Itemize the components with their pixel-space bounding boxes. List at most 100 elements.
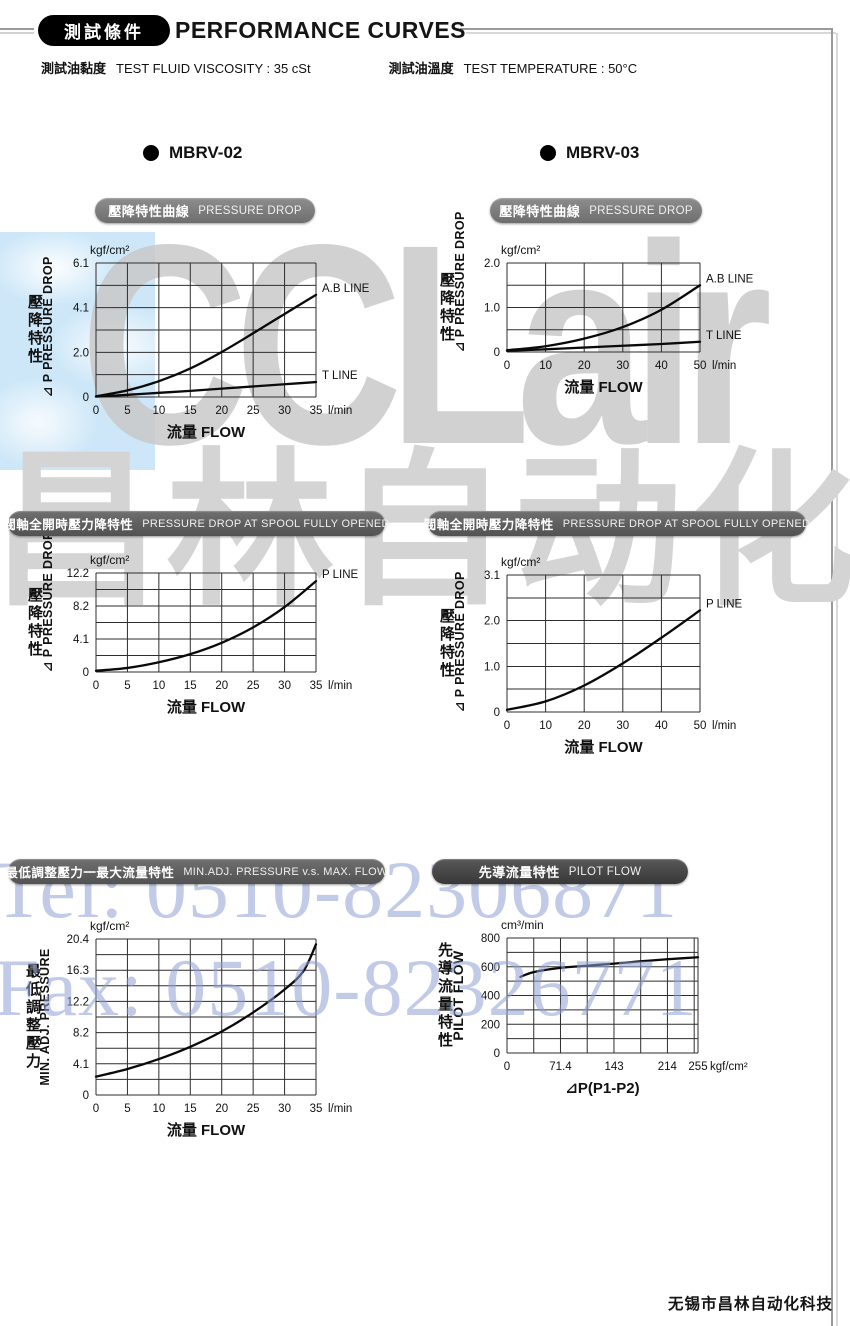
svg-text:1.0: 1.0 — [484, 303, 500, 315]
pill-title-cn: 壓降特性曲線 — [499, 204, 581, 219]
y-axis-title-en: ⊿ P PRESSURE DROP — [453, 571, 467, 712]
svg-text:8.2: 8.2 — [73, 1028, 89, 1040]
svg-text:25: 25 — [247, 1103, 260, 1115]
frame-line — [466, 32, 836, 34]
svg-text:30: 30 — [616, 720, 629, 732]
page-title: PERFORMANCE CURVES — [175, 17, 466, 43]
test-conditions-badge: 測試條件 — [38, 15, 170, 46]
svg-text:流量 FLOW: 流量 FLOW — [564, 378, 643, 396]
svg-text:10: 10 — [152, 405, 165, 417]
svg-text:2.0: 2.0 — [484, 258, 500, 270]
svg-text:0: 0 — [93, 680, 99, 692]
section-pill-min-adj-pressure: 最低調整壓力一最大流量特性 MIN.ADJ. PRESSURE v.s. MAX… — [5, 859, 387, 884]
temperature-label-cn: 測試油溫度 — [388, 61, 454, 76]
svg-text:0: 0 — [494, 1048, 500, 1060]
svg-text:400: 400 — [481, 991, 500, 1003]
bullet-icon — [540, 145, 556, 161]
section-pill-pilot-flow: 先導流量特性 PILOT FLOW — [432, 859, 688, 884]
svg-text:kgf/cm²: kgf/cm² — [90, 243, 129, 257]
svg-text:P LINE: P LINE — [706, 598, 743, 610]
svg-text:2.0: 2.0 — [73, 347, 89, 359]
model-label-mbrv02: MBRV-02 — [143, 143, 242, 163]
svg-text:71.4: 71.4 — [549, 1061, 572, 1073]
y-axis-title-cn: 先導流量特性 — [436, 941, 453, 1050]
svg-text:6.1: 6.1 — [73, 258, 89, 270]
svg-text:T LINE: T LINE — [706, 330, 742, 342]
y-axis-title-cn: 壓降特性 — [438, 271, 455, 344]
frame-line — [0, 28, 34, 30]
svg-text:15: 15 — [184, 680, 197, 692]
watermark-blue-block — [0, 232, 155, 470]
svg-text:0: 0 — [93, 1103, 99, 1115]
y-axis-title-cn: 最低調整壓力 — [24, 963, 41, 1071]
svg-text:3.1: 3.1 — [484, 570, 500, 582]
svg-text:A.B LINE: A.B LINE — [322, 283, 370, 295]
svg-text:0: 0 — [494, 707, 500, 719]
viscosity-label-en: TEST FLUID VISCOSITY : 35 cSt — [116, 61, 311, 76]
chart-min-adj-pressure: 0 4.1 8.2 12.2 16.3 20.4 0 5 10 15 20 25 30 35 l/min kg… — [50, 913, 380, 1150]
svg-text:50: 50 — [694, 360, 707, 372]
svg-text:l/min: l/min — [712, 360, 736, 372]
pill-title-en: PILOT FLOW — [568, 865, 642, 878]
svg-text:5: 5 — [124, 1103, 130, 1115]
svg-text:16.3: 16.3 — [67, 965, 89, 977]
svg-text:0: 0 — [93, 405, 99, 417]
svg-text:214: 214 — [658, 1061, 678, 1073]
svg-text:0: 0 — [504, 1061, 510, 1073]
section-pill-pressure-drop-03: 壓降特性曲線 PRESSURE DROP — [490, 198, 702, 223]
y-axis-title-en: ⊿ P PRESSURE DROP — [41, 531, 55, 672]
pill-title-cn: 壓降特性曲線 — [108, 204, 190, 219]
svg-text:l/min: l/min — [712, 720, 736, 732]
temperature-label-en: TEST TEMPERATURE : 50°C — [463, 61, 638, 76]
frame-line — [836, 33, 838, 1326]
y-axis-title-en: ⊿ P PRESSURE DROP — [41, 256, 55, 397]
svg-text:35: 35 — [310, 1103, 323, 1115]
svg-text:20.4: 20.4 — [67, 934, 90, 946]
y-axis-title-en: PILOT FLOW — [450, 950, 466, 1041]
svg-text:25: 25 — [247, 680, 260, 692]
svg-text:800: 800 — [481, 933, 500, 945]
model-name: MBRV-02 — [169, 143, 243, 162]
viscosity-condition: 測試油黏度 TEST FLUID VISCOSITY : 35 cSt — [41, 58, 311, 77]
svg-text:12.2: 12.2 — [67, 996, 89, 1008]
svg-text:4.1: 4.1 — [73, 634, 89, 646]
svg-text:cm³/min: cm³/min — [501, 918, 544, 932]
pill-title-cn: 閥軸全開時壓力降特性 — [3, 518, 134, 532]
svg-text:A.B LINE: A.B LINE — [706, 273, 754, 285]
pill-title-en: PRESSURE DROP AT SPOOL FULLY OPENED — [142, 517, 390, 530]
svg-text:600: 600 — [481, 962, 500, 974]
svg-text:255: 255 — [688, 1061, 707, 1073]
svg-text:kgf/cm²: kgf/cm² — [90, 553, 129, 567]
svg-text:流量 FLOW: 流量 FLOW — [167, 1121, 246, 1139]
svg-text:35: 35 — [310, 405, 323, 417]
svg-text:30: 30 — [278, 680, 291, 692]
y-axis-title-cn: 壓降特性 — [438, 607, 455, 680]
model-label-mbrv03: MBRV-03 — [540, 143, 639, 163]
svg-text:P LINE: P LINE — [322, 569, 359, 581]
section-pill-spool-open-03: 閥軸全開時壓力降特性 PRESSURE DROP AT SPOOL FULLY … — [424, 511, 810, 536]
svg-text:0: 0 — [83, 1090, 89, 1102]
bullet-icon — [143, 145, 159, 161]
svg-text:20: 20 — [578, 360, 591, 372]
svg-text:kgf/cm²: kgf/cm² — [710, 1061, 748, 1073]
svg-text:kgf/cm²: kgf/cm² — [501, 555, 540, 569]
frame-line — [0, 32, 34, 34]
pill-title-cn: 閥軸全開時壓力降特性 — [423, 518, 554, 532]
svg-text:20: 20 — [215, 1103, 228, 1115]
svg-text:5: 5 — [124, 405, 130, 417]
frame-line — [460, 28, 833, 30]
chart-mbrv03-spool-open: 0 1.0 2.0 3.1 0 10 20 30 40 50 l/min kgf/cm² 流量 FLOW… — [461, 549, 764, 767]
svg-text:1.0: 1.0 — [484, 661, 500, 673]
y-axis-title-cn: 壓降特性 — [26, 586, 43, 659]
svg-text:10: 10 — [152, 1103, 165, 1115]
section-pill-spool-open-02: 閥軸全開時壓力降特性 PRESSURE DROP AT SPOOL FULLY … — [3, 511, 389, 536]
svg-text:35: 35 — [310, 680, 323, 692]
svg-text:20: 20 — [215, 405, 228, 417]
footer-company-name: 无锡市昌林自动化科技 — [667, 1296, 833, 1313]
temperature-condition: 測試油溫度 TEST TEMPERATURE : 50°C — [389, 58, 638, 77]
svg-text:30: 30 — [278, 1103, 291, 1115]
svg-text:2.0: 2.0 — [484, 616, 500, 628]
pill-title-cn: 最低調整壓力一最大流量特性 — [5, 866, 175, 880]
svg-text:20: 20 — [215, 680, 228, 692]
